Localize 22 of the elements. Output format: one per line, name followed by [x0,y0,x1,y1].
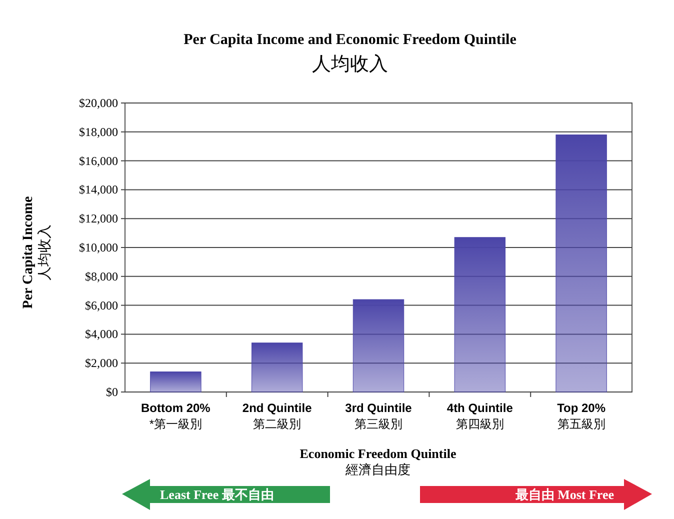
chart-subtitle: 人均收入 [312,54,388,75]
chart-title: Per Capita Income and Economic Freedom Quintile [184,32,517,48]
y-tick-label: $6,000 [85,298,118,312]
text: 最自由 Most Free [514,487,614,502]
y-tick-label: $10,000 [79,240,118,254]
x-tick-label: 4th Quintile 第四級別 [446,401,514,431]
text: Least Free 最不自由 [160,487,274,502]
x-tick-label: Bottom 20% *第一級別 [141,401,211,431]
y-tick-label: $4,000 [85,327,118,342]
y-tick-label: $16,000 [79,154,118,168]
y-tick-label: $12,000 [79,212,118,226]
x-axis-title: Economic Freedom Quintile 經濟自由度 [300,446,456,477]
y-tick-label: $2,000 [85,356,118,370]
y-tick-label: $18,000 [79,124,118,139]
y-tick-label: $0 [106,385,118,399]
y-axis-title: Per Capita Income 人均收入 [21,196,52,309]
y-tick-label: $20,000 [79,96,118,110]
x-tick-label: 2nd Quintile 第二級別 [242,401,312,431]
x-tick-label: 3rd Quintile 第三級別 [345,401,412,431]
y-tick-label: $14,000 [79,182,118,197]
y-tick-label: $8,000 [85,269,118,284]
x-tick-label: Top 20% 第五級別 [557,401,606,431]
